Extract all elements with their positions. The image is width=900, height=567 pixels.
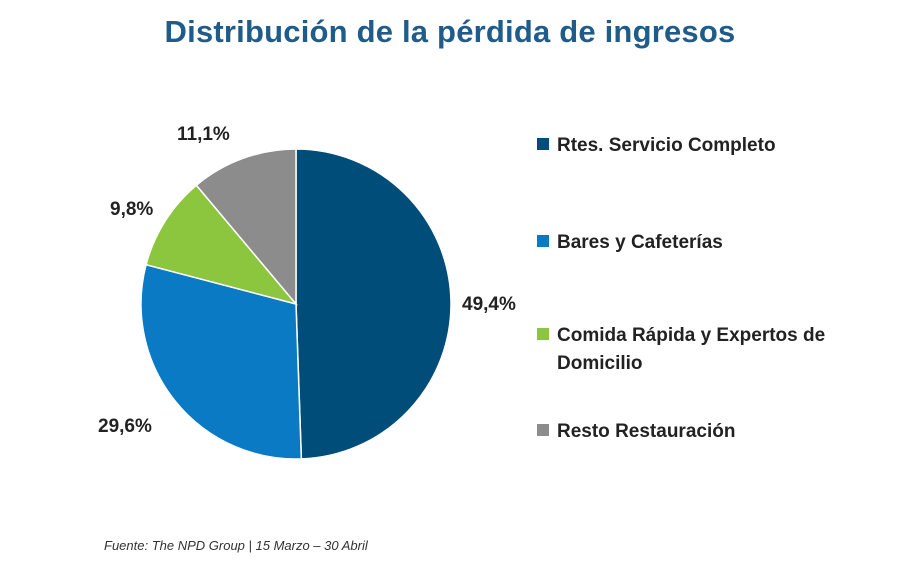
pie-slice-resto-restauracion (195, 148, 297, 307)
legend-label: Bares y Cafeterías (557, 232, 723, 253)
pie-slice-comida-rapida (145, 184, 299, 306)
legend-item-bares-y-cafeterias: Bares y Cafeterías (537, 229, 867, 257)
legend-item-resto-restauracion: Resto Restauración (537, 418, 867, 446)
legend-item-rtes-servicio-completo: Rtes. Servicio Completo (537, 132, 867, 160)
slice-value-label-bares-y-cafeterias: 29,6% (98, 416, 152, 437)
pie-slice-bares-y-cafeterias (140, 263, 303, 460)
legend-swatch (537, 138, 549, 150)
legend-item-comida-rapida: Comida Rápida y Expertos de Domicilio (537, 322, 867, 378)
pie-slice-rtes-servicio-completo (295, 148, 452, 460)
slice-value-label-resto-restauracion: 11,1% (177, 124, 230, 145)
legend-swatch (537, 424, 549, 436)
slice-value-label-rtes-servicio-completo: 49,4% (462, 294, 516, 315)
source-note: Fuente: The NPD Group | 15 Marzo – 30 Ab… (104, 538, 368, 553)
legend-label: Resto Restauración (557, 421, 736, 442)
legend-label: Rtes. Servicio Completo (557, 135, 776, 156)
legend-swatch (537, 328, 549, 340)
legend-label: Comida Rápida y Expertos de Domicilio (557, 325, 826, 374)
chart-title: Distribución de la pérdida de ingresos (164, 14, 736, 49)
slice-value-label-comida-rapida: 9,8% (110, 199, 153, 220)
legend-swatch (537, 235, 549, 247)
